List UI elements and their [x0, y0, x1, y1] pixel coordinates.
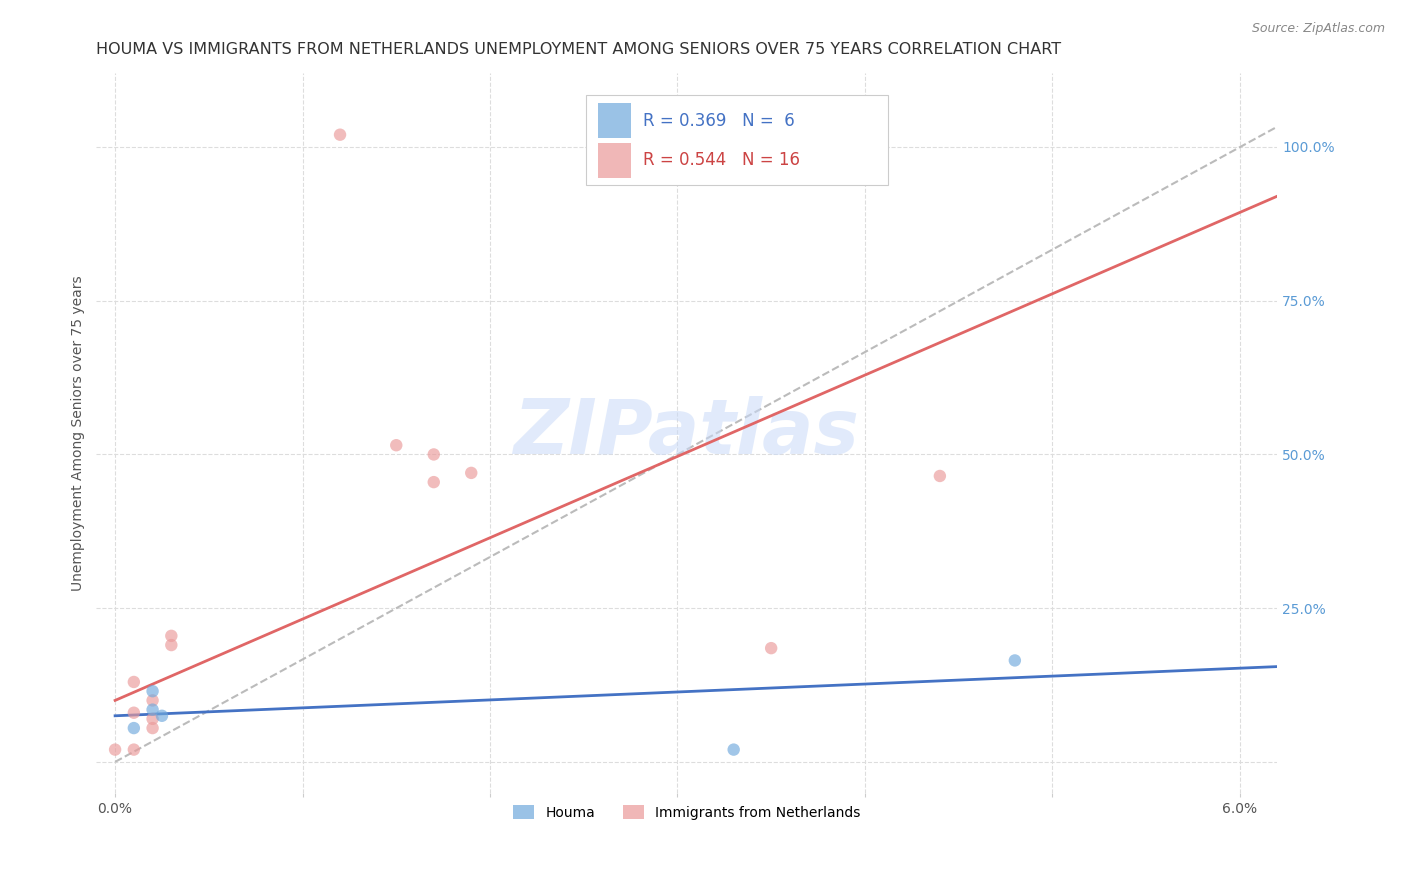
Point: [122, 742, 145, 756]
Point: [142, 693, 165, 707]
Point: [329, 128, 352, 142]
Point: [160, 629, 183, 643]
Text: ZIPatlas: ZIPatlas: [513, 396, 860, 470]
FancyBboxPatch shape: [598, 103, 631, 138]
Point: [122, 706, 145, 720]
Point: [122, 721, 145, 735]
Point: [1004, 653, 1026, 667]
Text: R = 0.544   N = 16: R = 0.544 N = 16: [643, 152, 800, 169]
Point: [142, 712, 165, 726]
Y-axis label: Unemployment Among Seniors over 75 years: Unemployment Among Seniors over 75 years: [72, 275, 86, 591]
FancyBboxPatch shape: [586, 95, 887, 185]
Point: [142, 703, 165, 717]
Text: Source: ZipAtlas.com: Source: ZipAtlas.com: [1251, 22, 1385, 36]
Point: [423, 475, 446, 489]
Point: [423, 447, 446, 461]
Point: [122, 675, 145, 690]
Point: [759, 641, 782, 656]
Point: [160, 638, 183, 652]
Point: [460, 466, 482, 480]
Point: [142, 684, 165, 698]
Text: HOUMA VS IMMIGRANTS FROM NETHERLANDS UNEMPLOYMENT AMONG SENIORS OVER 75 YEARS CO: HOUMA VS IMMIGRANTS FROM NETHERLANDS UNE…: [97, 42, 1062, 57]
Point: [385, 438, 408, 452]
Text: R = 0.369   N =  6: R = 0.369 N = 6: [643, 112, 794, 129]
Point: [723, 742, 745, 756]
Point: [928, 469, 950, 483]
Point: [104, 742, 127, 756]
FancyBboxPatch shape: [598, 143, 631, 178]
Legend: Houma, Immigrants from Netherlands: Houma, Immigrants from Netherlands: [508, 799, 866, 825]
Point: [142, 721, 165, 735]
Point: [150, 708, 173, 723]
